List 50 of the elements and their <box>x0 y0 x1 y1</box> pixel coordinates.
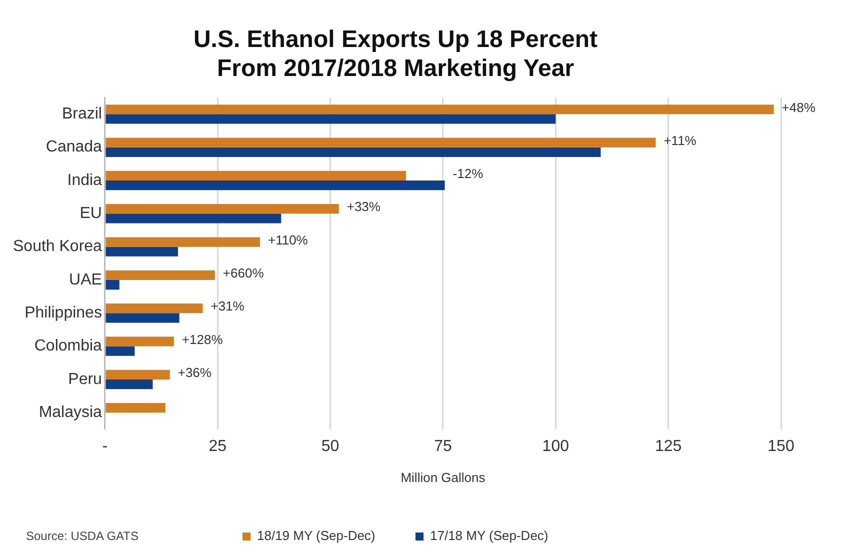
bar <box>106 403 166 413</box>
x-axis-title: Million Gallons <box>400 470 486 485</box>
y-tick-label: Malaysia <box>38 404 102 422</box>
bar <box>106 170 406 180</box>
annotation: +11% <box>664 132 697 148</box>
bar <box>106 304 203 314</box>
x-tick-label: 75 <box>434 438 452 456</box>
bar <box>106 138 656 148</box>
y-tick-label: EU <box>80 205 102 222</box>
x-tick-label: 50 <box>321 438 340 456</box>
source-note: Source: USDA GATS <box>26 529 138 543</box>
bar <box>106 346 135 356</box>
bar <box>106 204 339 214</box>
bar <box>106 114 556 124</box>
y-tick-label: India <box>67 172 102 189</box>
annotation: +128% <box>182 332 224 347</box>
y-tick-label: Canada <box>46 138 102 156</box>
annotation: +660% <box>222 266 264 281</box>
y-tick-label: Brazil <box>62 106 102 123</box>
y-tick-label: South Korea <box>13 238 102 256</box>
bar <box>106 147 601 157</box>
bar <box>106 280 120 290</box>
y-tick-label: Colombia <box>34 338 102 355</box>
bar <box>106 270 215 280</box>
x-tick-label: 100 <box>542 438 570 456</box>
annotation: +110% <box>268 232 308 248</box>
bar <box>106 104 774 114</box>
annotation: +36% <box>178 365 212 380</box>
x-tick-label: 150 <box>768 438 794 456</box>
annotation: +48% <box>782 100 816 115</box>
bar <box>106 370 170 380</box>
legend-label: 18/19 MY (Sep-Dec) <box>257 528 376 544</box>
legend-label: 17/18 MY (Sep-Dec) <box>430 528 548 544</box>
bar <box>106 336 174 346</box>
x-tick-label: 25 <box>208 438 227 456</box>
x-tick-label: - <box>102 438 108 456</box>
bar <box>106 379 153 390</box>
bar <box>106 180 445 190</box>
x-tick-label: 125 <box>654 438 682 456</box>
chart-title: U.S. Ethanol Exports Up 18 Percent From 2017/2018 Marketing Year <box>193 26 598 82</box>
annotation: -12% <box>452 166 484 182</box>
bar <box>106 214 282 224</box>
bar <box>106 237 260 247</box>
bar <box>106 313 180 323</box>
bar <box>106 246 178 256</box>
y-tick-label: Peru <box>68 370 102 388</box>
annotation: +33% <box>346 199 381 214</box>
annotation: +31% <box>210 298 245 314</box>
y-tick-label: Philippines <box>24 304 102 322</box>
y-tick-label: UAE <box>69 271 102 288</box>
